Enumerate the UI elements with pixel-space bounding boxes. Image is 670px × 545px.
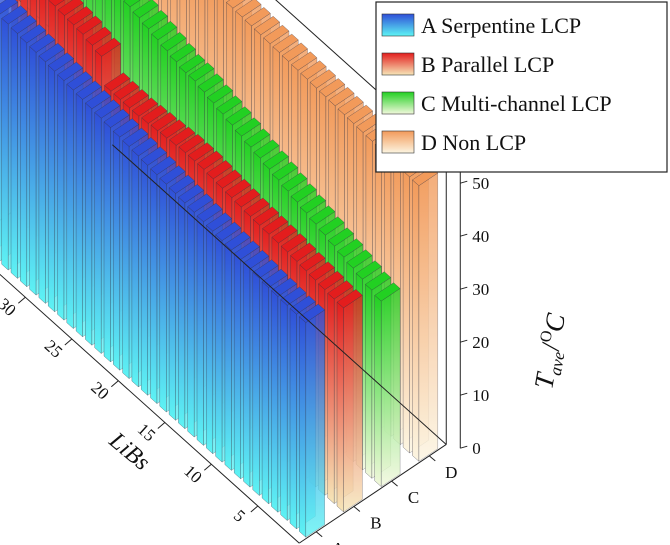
legend-item: D Non LCP — [381, 130, 526, 155]
x-tick-label: 30 — [0, 294, 20, 319]
x-tick-label: 20 — [87, 378, 112, 403]
legend-label: C Multi-channel LCP — [421, 91, 612, 116]
legend-swatch — [381, 13, 415, 37]
legend-item: A Serpentine LCP — [381, 13, 581, 38]
y-tick-label: D — [445, 463, 457, 482]
z-axis-title: Tave/OC — [528, 310, 575, 391]
y-tick-label: A — [332, 539, 345, 545]
x-tick-label: 10 — [180, 461, 205, 486]
legend-item: B Parallel LCP — [381, 52, 554, 77]
y-tick-label: B — [370, 513, 381, 532]
z-tick-label: 50 — [472, 174, 489, 193]
z-axis-title-unit: C — [538, 310, 571, 334]
z-tick-label: 30 — [472, 280, 489, 299]
y-tick-label: C — [408, 488, 419, 507]
bar — [374, 282, 401, 488]
legend-item: C Multi-channel LCP — [381, 91, 612, 116]
y-axis-ticks: A B C D — [315, 455, 457, 545]
z-axis-ticks: 0 10 20 30 40 50 — [460, 174, 489, 458]
legend-swatch — [381, 52, 415, 76]
x-tick-label: 25 — [41, 336, 66, 361]
z-axis-title-sub: ave — [546, 350, 569, 377]
bars-group — [0, 0, 439, 538]
bar — [336, 289, 363, 513]
bar — [298, 303, 326, 538]
z-axis-title-unit-sup: O — [537, 329, 556, 343]
z-tick-label: 0 — [472, 439, 481, 458]
legend: A Serpentine LCP B Parallel LCP C Multi-ch… — [375, 1, 668, 173]
legend-swatch — [381, 91, 415, 115]
legend-box — [375, 1, 668, 173]
z-tick-label: 10 — [472, 386, 489, 405]
z-tick-label: 40 — [472, 227, 489, 246]
z-tick-label: 20 — [472, 333, 489, 352]
chart-box-front — [0, 144, 461, 544]
legend-label: B Parallel LCP — [421, 52, 554, 77]
legend-label: D Non LCP — [421, 130, 526, 155]
legend-label: A Serpentine LCP — [421, 13, 581, 38]
legend-swatch — [381, 130, 415, 154]
bar-series-a — [0, 0, 326, 538]
bar — [411, 166, 439, 462]
x-tick-label: 5 — [230, 506, 249, 526]
